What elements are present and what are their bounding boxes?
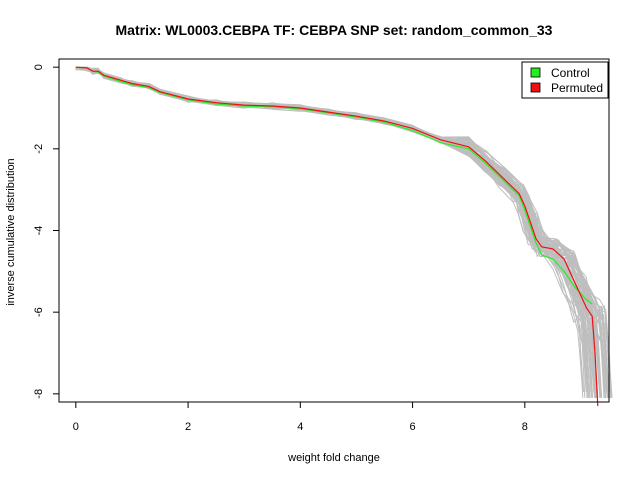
x-tick-label-0: 0	[73, 421, 79, 433]
background-trace	[75, 66, 602, 397]
y-tick-label-1: -2	[33, 144, 45, 154]
y-axis: 0 -2 -4 -6 -8	[33, 64, 59, 399]
chart-title: Matrix: WL0003.CEBPA TF: CEBPA SNP set: …	[116, 22, 553, 38]
legend: Control Permuted	[521, 61, 609, 99]
legend-label-control: Control	[551, 66, 590, 80]
x-tick-label-2: 4	[297, 421, 303, 433]
legend-label-permuted: Permuted	[551, 81, 603, 95]
y-axis-label: inverse cumulative distribution	[5, 158, 17, 305]
y-tick-label-0: 0	[33, 64, 45, 70]
y-tick-label-2: -4	[33, 226, 45, 236]
x-tick-label-4: 8	[522, 421, 528, 433]
x-axis: 0 2 4 6 8	[73, 402, 528, 433]
series-line-control	[75, 66, 593, 305]
legend-swatch-permuted	[530, 82, 541, 93]
y-tick-label-4: -8	[33, 389, 45, 399]
series-line-permuted	[75, 66, 599, 407]
series-layer	[75, 66, 599, 407]
x-axis-label: weight fold change	[287, 452, 380, 464]
x-tick-label-3: 6	[410, 421, 416, 433]
x-tick-label-1: 2	[185, 421, 191, 433]
y-tick-label-3: -6	[33, 307, 45, 317]
legend-swatch-control	[530, 67, 541, 78]
